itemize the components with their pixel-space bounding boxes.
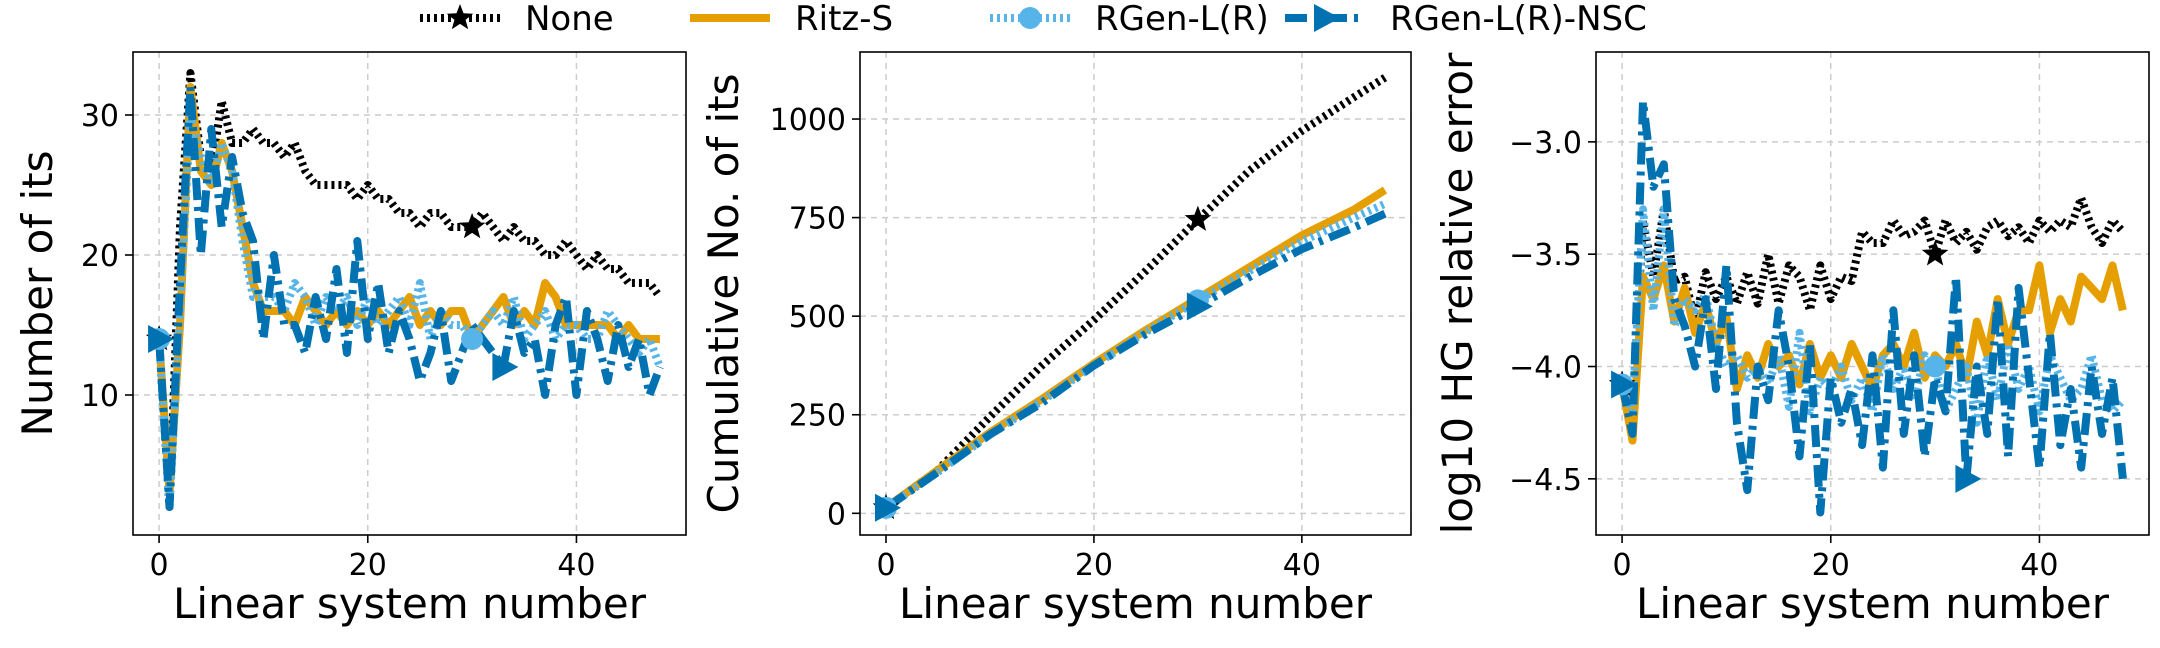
x-axis-label: Linear system number xyxy=(899,579,1373,628)
x-axis-label: Linear system number xyxy=(173,579,647,628)
legend: None Ritz-S RGen-L(R) RGen-L(R)-NSC xyxy=(420,0,1647,39)
chart-panel-2: 0 20 40 0 250 500 750 1000 Linear system number C… xyxy=(699,51,1412,628)
series-marker-3 xyxy=(1924,355,1947,378)
plot-frame xyxy=(1595,51,2150,536)
legend-label: RGen-L(R) xyxy=(1095,0,1269,39)
series-line-4 xyxy=(1618,97,2127,517)
series-line-4 xyxy=(883,210,1387,512)
legend-label: None xyxy=(525,0,614,39)
series-marker-1 xyxy=(458,213,486,239)
series-line-3 xyxy=(1618,205,2126,427)
legend-marker xyxy=(1314,4,1340,32)
series-line-2 xyxy=(155,83,660,497)
legend-marker xyxy=(1019,7,1041,29)
x-tick-label: 0 xyxy=(876,548,895,583)
y-tick-label: −3.5 xyxy=(1509,238,1582,273)
y-tick-label: −3.0 xyxy=(1509,126,1582,161)
series-marker-4 xyxy=(1611,370,1638,399)
series-line-3 xyxy=(883,200,1387,512)
series-line-1 xyxy=(883,74,1388,512)
legend-entry: RGen-L(R) xyxy=(990,0,1269,39)
plot-frame xyxy=(132,51,687,536)
x-tick-label: 0 xyxy=(150,548,169,583)
series-line-3 xyxy=(155,111,664,511)
y-tick-label: 250 xyxy=(789,399,846,434)
y-tick-label: 0 xyxy=(827,497,846,532)
plot-frame xyxy=(859,51,1412,536)
legend-entry: None xyxy=(420,0,614,39)
x-tick-label: 40 xyxy=(557,548,595,583)
y-tick-label: 500 xyxy=(789,300,846,335)
legend-entry: Ritz-S xyxy=(690,0,893,39)
x-tick-label: 20 xyxy=(349,548,387,583)
legend-entry: RGen-L(R)-NSC xyxy=(1285,0,1647,39)
series-marker-4 xyxy=(492,353,519,381)
x-tick-label: 20 xyxy=(1812,548,1850,583)
series-marker-4 xyxy=(148,325,175,353)
x-tick-label: 40 xyxy=(1283,548,1321,583)
legend-label: RGen-L(R)-NSC xyxy=(1390,0,1647,39)
series-line-1 xyxy=(1618,194,2126,416)
plot-area xyxy=(883,74,1388,512)
chart-panel-3: 0 20 40 −3.0 −3.5 −4.0 −4.5 Linear system numbe… xyxy=(1433,51,2150,628)
series-line-4 xyxy=(155,83,664,511)
legend-label: Ritz-S xyxy=(795,0,893,39)
series-marker-1 xyxy=(1921,240,1949,266)
y-tick-label: 750 xyxy=(789,202,846,237)
legend-marker xyxy=(446,4,474,30)
series-marker-4 xyxy=(874,493,901,522)
x-tick-label: 20 xyxy=(1075,548,1113,583)
series-marker-4 xyxy=(1955,464,1982,493)
y-tick-label: 30 xyxy=(81,99,119,134)
y-tick-label: −4.5 xyxy=(1509,463,1582,498)
x-tick-label: 40 xyxy=(2020,548,2058,583)
y-tick-label: 10 xyxy=(81,379,119,414)
plot-area xyxy=(155,69,664,511)
y-axis-label: Number of its xyxy=(13,151,62,437)
chart-panel-1: 0 20 40 10 20 30 Linear system number Number of… xyxy=(13,51,687,628)
series-marker-4 xyxy=(1186,292,1213,321)
y-axis-label: Cumulative No. of its xyxy=(699,74,748,514)
y-axis-label: log10 HG relative error xyxy=(1433,52,1482,534)
series-marker-3 xyxy=(461,328,484,350)
y-tick-label: 1000 xyxy=(770,103,846,138)
y-tick-label: −4.0 xyxy=(1509,351,1582,386)
series-line-1 xyxy=(155,69,664,511)
x-axis-label: Linear system number xyxy=(1636,579,2110,628)
plot-area xyxy=(1618,97,2127,517)
x-tick-label: 0 xyxy=(1613,548,1632,583)
series-marker-1 xyxy=(1184,205,1212,231)
y-tick-label: 20 xyxy=(81,239,119,274)
